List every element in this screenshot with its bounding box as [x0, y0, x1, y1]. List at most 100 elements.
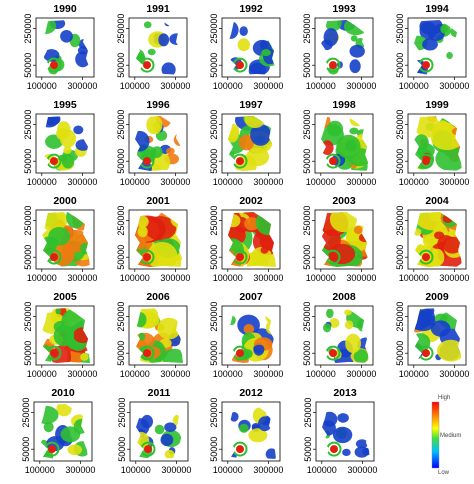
panel-title: 1999 [425, 99, 449, 111]
x-tick-label: 100000 [399, 177, 429, 187]
plot-frame [221, 17, 281, 78]
x-tick-label: 300000 [439, 369, 469, 379]
color-scale-bar [431, 401, 440, 469]
x-tick-label: 300000 [65, 465, 95, 475]
color-legend: High Medium Low [431, 395, 461, 476]
intensity-surface [135, 308, 183, 363]
x-tick-label: 300000 [439, 81, 469, 91]
panel-title: 1997 [239, 99, 263, 111]
plot-frame [35, 17, 95, 78]
panel-title: 1993 [332, 3, 356, 15]
x-tick-label: 100000 [27, 273, 57, 283]
map-panel-2005: 2005 250000 50000 100000 300000 [23, 291, 97, 379]
y-tick-label: 250000 [302, 110, 312, 140]
y-tick-label: 50000 [116, 53, 126, 78]
plot-frame [128, 305, 188, 366]
x-tick-label: 100000 [399, 369, 429, 379]
x-tick-label: 300000 [346, 177, 376, 187]
plot-frame [314, 209, 374, 270]
y-tick-label: 50000 [302, 53, 312, 78]
y-tick-label: 250000 [23, 302, 33, 332]
y-tick-label: 250000 [302, 206, 312, 236]
x-tick-label: 100000 [27, 369, 57, 379]
panel-title: 2013 [333, 387, 357, 399]
x-tick-label: 300000 [67, 177, 97, 187]
map-panel-2008: 2008 250000 50000 100000 300000 [302, 291, 376, 379]
panel-title: 1990 [53, 3, 77, 15]
panel-title: 2009 [425, 291, 449, 303]
x-tick-label: 300000 [439, 273, 469, 283]
x-tick-label: 100000 [213, 273, 243, 283]
plot-frame [314, 17, 374, 78]
plot-frame [314, 113, 374, 174]
y-tick-label: 50000 [209, 341, 219, 366]
panel-title: 1998 [332, 99, 356, 111]
y-tick-label: 50000 [209, 53, 219, 78]
panel-title: 1995 [53, 99, 77, 111]
map-panel-1991: 1991 250000 50000 100000 300000 [116, 3, 190, 91]
intensity-surface [414, 116, 462, 171]
intensity-surface [135, 116, 183, 171]
x-tick-label: 100000 [120, 273, 150, 283]
y-tick-label: 250000 [21, 398, 31, 428]
x-tick-label: 100000 [399, 273, 429, 283]
x-tick-label: 300000 [67, 81, 97, 91]
x-tick-label: 100000 [121, 465, 151, 475]
x-tick-label: 100000 [25, 465, 55, 475]
y-tick-label: 50000 [395, 341, 405, 366]
x-tick-label: 300000 [346, 273, 376, 283]
y-tick-label: 50000 [209, 149, 219, 174]
plot-frame [221, 209, 281, 270]
y-tick-label: 50000 [302, 341, 312, 366]
map-panel-1994: 1994 250000 50000 100000 300000 [395, 3, 469, 91]
panel-title: 2006 [146, 291, 170, 303]
x-tick-label: 100000 [307, 465, 337, 475]
intensity-surface [228, 308, 276, 363]
panel-title: 2000 [53, 195, 77, 207]
y-tick-label: 50000 [23, 341, 33, 366]
panel-title: 2005 [53, 291, 77, 303]
panel-title: 2003 [332, 195, 356, 207]
map-panel-2009: 2009 250000 50000 100000 300000 [395, 291, 469, 379]
y-tick-label: 250000 [23, 14, 33, 44]
map-panel-1995: 1995 250000 50000 100000 300000 [23, 99, 97, 187]
x-tick-label: 100000 [306, 177, 336, 187]
y-tick-label: 250000 [209, 14, 219, 44]
panel-title: 2002 [239, 195, 263, 207]
x-tick-label: 100000 [120, 81, 150, 91]
y-tick-label: 250000 [302, 14, 312, 44]
x-tick-label: 300000 [160, 177, 190, 187]
map-panel-2007: 2007 250000 50000 100000 300000 [209, 291, 283, 379]
y-tick-label: 250000 [23, 110, 33, 140]
x-tick-label: 100000 [27, 177, 57, 187]
y-tick-label: 250000 [395, 206, 405, 236]
y-tick-label: 50000 [21, 437, 31, 462]
intensity-surface [228, 212, 276, 267]
intensity-surface [322, 411, 370, 458]
x-tick-label: 100000 [120, 177, 150, 187]
y-tick-label: 50000 [395, 245, 405, 270]
y-tick-label: 250000 [23, 206, 33, 236]
map-panel-2010: 2010 250000 50000 100000 300000 [21, 387, 95, 475]
study-area [135, 20, 183, 75]
y-tick-label: 50000 [302, 245, 312, 270]
plot-frame [407, 17, 467, 78]
map-panel-2011: 2011 250000 50000 100000 300000 [117, 387, 191, 475]
x-tick-label: 300000 [67, 273, 97, 283]
x-tick-label: 100000 [27, 81, 57, 91]
y-tick-label: 250000 [303, 398, 313, 428]
map-panel-1996: 1996 250000 50000 100000 300000 [116, 99, 190, 187]
x-tick-label: 100000 [120, 369, 150, 379]
y-tick-label: 50000 [116, 341, 126, 366]
panel-title: 2001 [146, 195, 170, 207]
map-panel-2002: 2002 250000 50000 100000 300000 [209, 195, 283, 283]
x-tick-label: 300000 [346, 369, 376, 379]
x-tick-label: 300000 [253, 465, 283, 475]
panel-title: 2012 [239, 387, 263, 399]
y-tick-label: 250000 [395, 14, 405, 44]
plot-frame [35, 305, 95, 366]
y-tick-label: 250000 [116, 110, 126, 140]
map-panels: 1990 250000 50000 100000 300000 1991 250000 500… [21, 3, 469, 475]
map-panel-2001: 2001 250000 50000 100000 300000 [116, 195, 190, 283]
